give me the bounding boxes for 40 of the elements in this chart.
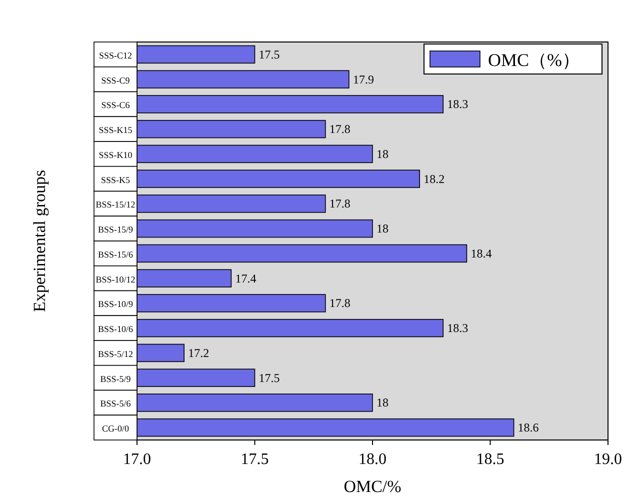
data-label: 18.3 [447,97,468,112]
y-tick-label: SSS-C12 [98,50,132,60]
y-tick-label: BSS-5/12 [98,348,134,359]
y-tick-label: BSS-5/9 [100,374,132,384]
legend-label: OMC（%） [488,50,580,70]
y-tick-label: BSS-15/12 [96,200,136,210]
x-tick-label: 18.0 [358,451,386,468]
x-tick-label: 17.5 [240,451,269,468]
y-tick-label: SSS-C6 [101,100,130,110]
y-tick-label: CG-0/0 [102,424,130,434]
y-tick-label: BSS-15/6 [98,249,134,260]
data-label: 17.8 [329,122,350,136]
data-label: 18.4 [470,246,492,260]
data-label: 18 [376,222,388,236]
data-label: 18.3 [447,321,468,336]
y-tick-label: SSS-K5 [100,174,131,185]
x-tick-label: 19.0 [594,451,622,468]
data-label: 18.6 [518,420,539,435]
data-label: 18 [376,146,388,161]
data-label: 17.2 [188,346,210,360]
x-axis-title: OMC/% [344,477,402,496]
data-label: 17.5 [258,370,280,385]
y-tick-label: SSS-C9 [101,75,130,86]
data-label: 17.5 [258,47,280,62]
x-tick-label: 18.5 [476,451,504,468]
data-label: 17.9 [352,72,374,86]
y-tick-label: BSS-10/12 [96,274,136,284]
y-tick-label: SSS-K15 [98,125,133,136]
data-label: 17.8 [329,196,350,211]
data-label: 17.4 [235,271,256,286]
y-tick-label: BSS-15/9 [98,224,134,235]
x-tick-label: 17.0 [123,451,151,468]
y-tick-label: BSS-5/6 [100,398,132,409]
y-axis-title: Experimental groups [30,170,49,312]
y-tick-label: BSS-10/9 [98,299,134,310]
y-tick-label: BSS-10/6 [98,324,134,334]
data-label: 18 [376,396,388,410]
y-tick-label: SSS-K10 [98,150,133,160]
data-label: 17.8 [329,296,350,310]
data-label: 18.2 [424,172,445,186]
